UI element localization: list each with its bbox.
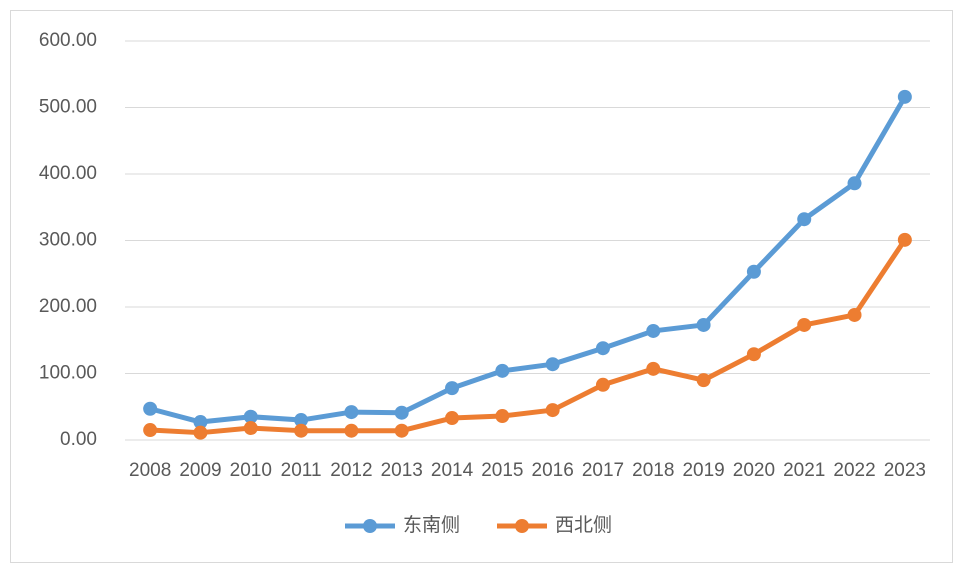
data-point [595, 341, 610, 356]
data-point [797, 317, 812, 332]
x-tick-label: 2010 [230, 460, 272, 481]
x-tick-label: 2008 [129, 460, 171, 481]
x-tick-label: 2020 [733, 460, 775, 481]
data-point [193, 425, 208, 440]
data-point [847, 307, 862, 322]
y-tick-label: 500.00 [39, 97, 97, 118]
x-tick-label: 2019 [682, 460, 724, 481]
data-point [394, 423, 409, 438]
y-tick-label: 600.00 [39, 30, 97, 51]
x-tick-label: 2015 [481, 460, 523, 481]
data-point [394, 405, 409, 420]
data-point [797, 212, 812, 227]
data-point [243, 409, 258, 424]
data-point [847, 176, 862, 191]
series-line [150, 238, 907, 436]
chart-frame [10, 10, 953, 563]
data-point [646, 361, 661, 376]
data-point [696, 373, 711, 388]
y-tick-label: 200.00 [39, 296, 97, 317]
data-point [344, 405, 359, 420]
x-tick-label: 2013 [381, 460, 423, 481]
x-tick-label: 2017 [582, 460, 624, 481]
x-tick-label: 2022 [833, 460, 875, 481]
legend-label: 东南侧 [403, 514, 460, 536]
x-tick-label: 2018 [632, 460, 674, 481]
data-point [243, 421, 258, 436]
data-point [445, 411, 460, 426]
y-tick-label: 0.00 [60, 429, 97, 450]
data-point [746, 264, 761, 279]
data-point [143, 401, 158, 416]
data-point [193, 415, 208, 430]
y-tick-label: 100.00 [39, 363, 97, 384]
data-point [445, 381, 460, 396]
x-tick-label: 2016 [532, 460, 574, 481]
x-tick-label: 2023 [884, 460, 926, 481]
y-tick-label: 300.00 [39, 230, 97, 251]
data-point [545, 357, 560, 372]
x-tick-label: 2009 [179, 460, 221, 481]
x-tick-label: 2011 [281, 460, 322, 481]
legend-marker [515, 519, 529, 533]
x-tick-label: 2021 [783, 460, 825, 481]
data-point [696, 317, 711, 332]
data-point [897, 89, 912, 104]
data-point [897, 232, 912, 247]
data-point [746, 347, 761, 362]
data-point [646, 323, 661, 338]
data-point [545, 403, 560, 418]
data-point [344, 423, 359, 438]
legend-label: 西北侧 [555, 514, 612, 536]
series-line [149, 95, 908, 425]
data-point [495, 363, 510, 378]
x-tick-label: 2014 [431, 460, 474, 481]
legend-marker [363, 519, 377, 533]
data-point [143, 423, 158, 438]
data-point [595, 377, 610, 392]
x-tick-label: 2012 [330, 460, 372, 481]
data-point [294, 413, 309, 428]
data-point [495, 409, 510, 424]
y-tick-label: 400.00 [39, 163, 97, 184]
data-point [294, 423, 309, 438]
